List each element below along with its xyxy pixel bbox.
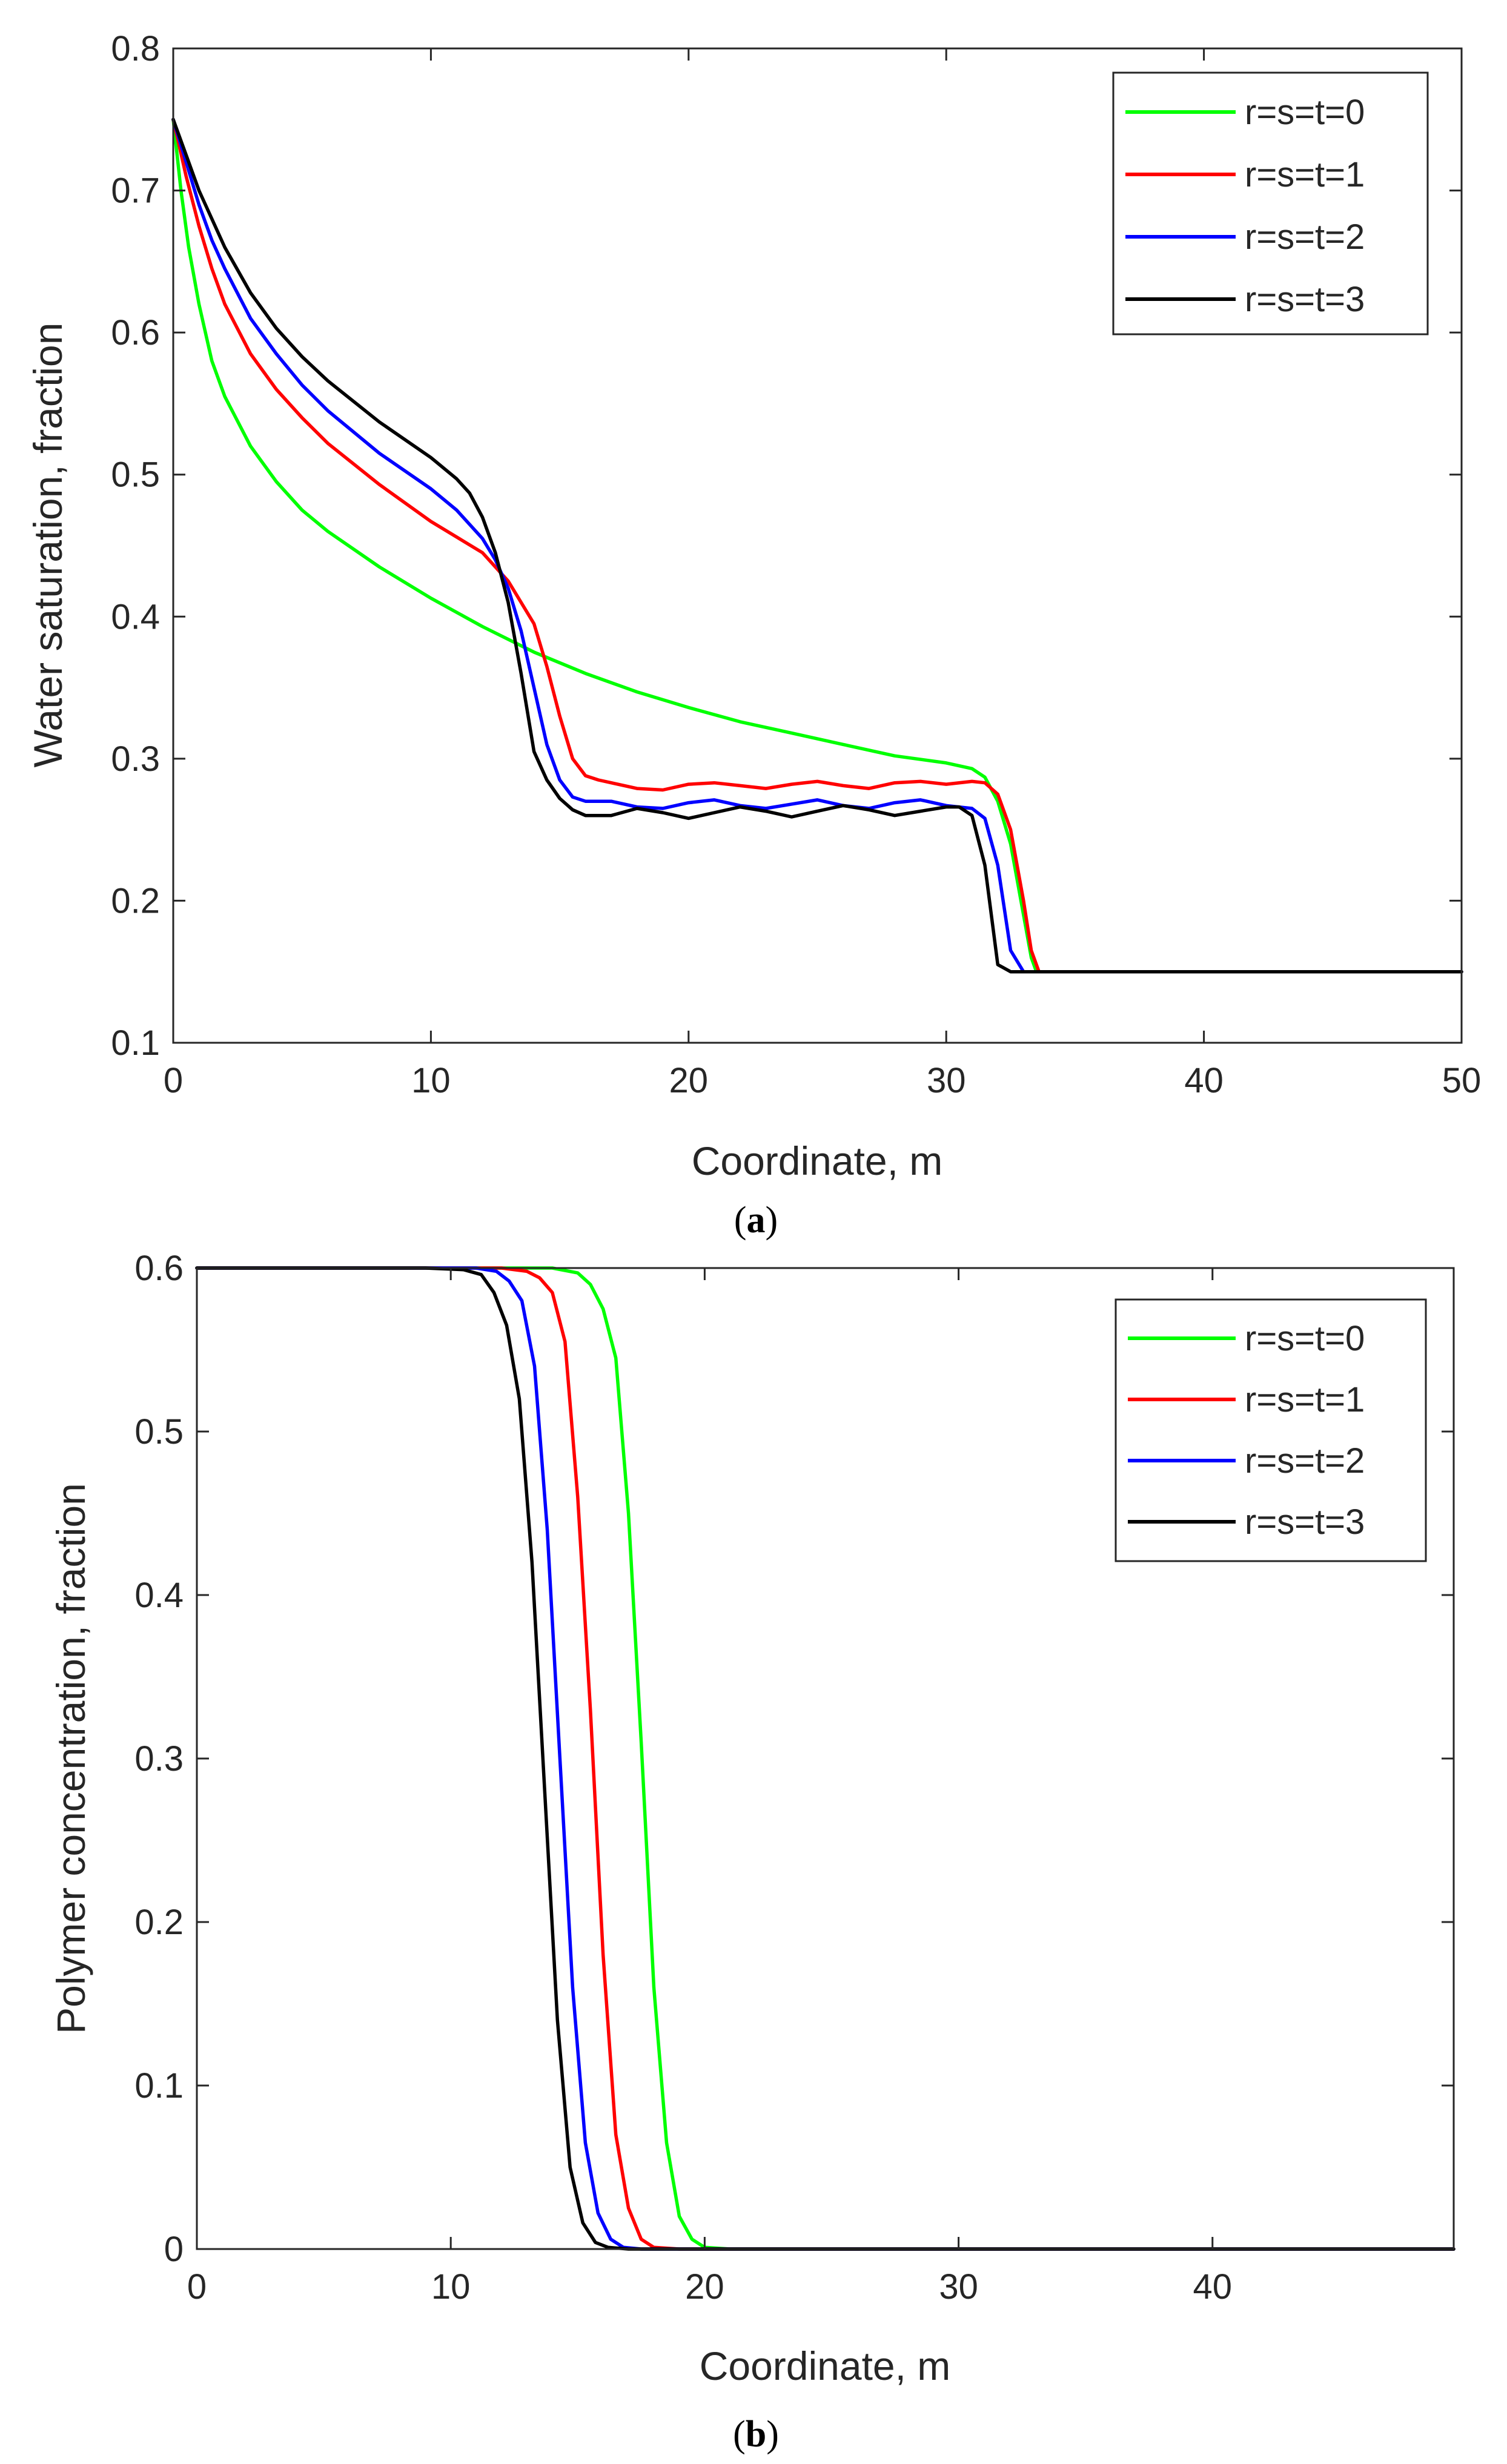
legend-entries-a: r=s=t=0 r=s=t=1 r=s=t=2 r=s=t=3	[1125, 93, 1365, 319]
legend-label-b-2: r=s=t=2	[1245, 1441, 1365, 1481]
y-tick-label-a-4: 0.5	[111, 455, 160, 495]
y-tick-label-a-1: 0.2	[111, 881, 160, 920]
panel-label-b: (b)	[733, 2414, 779, 2455]
x-axis-label-a: Coordinate, m	[692, 1138, 943, 1183]
series-line-a-1	[171, 117, 1463, 974]
x-tick-label-a-4: 40	[1184, 1061, 1224, 1100]
y-tick-label-a-7: 0.8	[111, 29, 160, 68]
x-axis-label-b: Coordinate, m	[700, 2343, 951, 2388]
y-tick-label-b-6: 0.6	[134, 1249, 184, 1288]
y-tick-label-b-1: 0.1	[134, 2066, 184, 2106]
ticks-layer-a: 0 10 20 30 40 50 0.1 0.2 0.3 0.4 0.5 0.6 0.7 0.8	[111, 29, 1481, 1100]
y-axis-label-a: Water saturation, fraction	[25, 323, 70, 768]
legend-label-a-0: r=s=t=0	[1245, 93, 1365, 132]
y-tick-label-b-3: 0.3	[134, 1739, 184, 1779]
x-tick-label-b-4: 40	[1193, 2267, 1233, 2307]
chart-panel-b: 0 10 20 30 40 0 0.1 0.2 0.3 0.4 0.5 0.6 Coordinate,…	[48, 1249, 1456, 2455]
y-tick-label-a-5: 0.6	[111, 313, 160, 352]
x-tick-label-b-1: 10	[431, 2267, 471, 2307]
y-tick-label-a-2: 0.3	[111, 739, 160, 779]
x-tick-label-a-1: 10	[411, 1061, 451, 1100]
series-line-a-3	[171, 117, 1463, 974]
x-tick-label-a-5: 50	[1442, 1061, 1482, 1100]
x-tick-label-b-3: 30	[939, 2267, 978, 2307]
y-axis-label-b: Polymer concentration, fraction	[48, 1483, 93, 2034]
x-tick-label-b-0: 0	[187, 2267, 207, 2307]
x-tick-label-a-2: 20	[669, 1061, 709, 1100]
y-tick-label-b-0: 0	[164, 2230, 184, 2269]
x-tick-label-a-3: 30	[927, 1061, 966, 1100]
legend-label-a-3: r=s=t=3	[1245, 280, 1365, 319]
y-tick-label-b-2: 0.2	[134, 1903, 184, 1942]
legend-label-b-0: r=s=t=0	[1245, 1319, 1365, 1358]
y-tick-label-a-0: 0.1	[111, 1023, 160, 1063]
x-tick-label-a-0: 0	[164, 1061, 183, 1100]
legend-label-a-2: r=s=t=2	[1245, 217, 1365, 257]
legend-a: r=s=t=0 r=s=t=1 r=s=t=2 r=s=t=3	[1112, 71, 1429, 335]
legend-label-b-1: r=s=t=1	[1245, 1380, 1365, 1419]
axes-box-a	[172, 47, 1463, 1044]
legend-box-b	[1115, 1298, 1427, 1562]
y-tick-label-b-4: 0.4	[134, 1576, 184, 1615]
y-tick-label-b-5: 0.5	[134, 1412, 184, 1452]
legend-entries-b: r=s=t=0 r=s=t=1 r=s=t=2 r=s=t=3	[1128, 1319, 1365, 1542]
x-tick-label-b-2: 20	[685, 2267, 724, 2307]
y-tick-label-a-3: 0.4	[111, 597, 160, 636]
panel-label-a: (a)	[734, 1200, 778, 1241]
legend-b: r=s=t=0 r=s=t=1 r=s=t=2 r=s=t=3	[1115, 1298, 1427, 1562]
legend-box-a	[1112, 71, 1429, 335]
legend-label-a-1: r=s=t=1	[1245, 155, 1365, 194]
series-line-a-0	[171, 117, 1463, 974]
y-tick-label-a-6: 0.7	[111, 171, 160, 211]
ticks-layer-b: 0 10 20 30 40 0 0.1 0.2 0.3 0.4 0.5 0.6	[134, 1249, 1454, 2307]
series-layer-a	[171, 117, 1463, 974]
chart-panel-a: 0 10 20 30 40 50 0.1 0.2 0.3 0.4 0.5 0.6 0.7 0.8 Coor…	[25, 29, 1481, 1241]
legend-label-b-3: r=s=t=3	[1245, 1502, 1365, 1542]
